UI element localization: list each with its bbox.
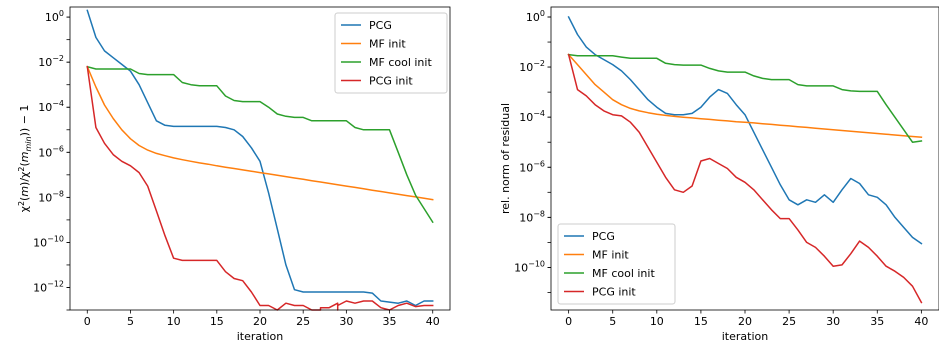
y-tick-label: 100 xyxy=(526,9,545,24)
legend-label: MF cool init xyxy=(369,56,432,69)
x-tick-label: 0 xyxy=(565,315,572,328)
legend-label: MF cool init xyxy=(592,267,655,280)
series-line-pcg-init xyxy=(567,53,923,304)
y-tick-label: 10−10 xyxy=(33,234,64,249)
y-tick-label: 10−12 xyxy=(33,279,64,294)
series-line-pcg xyxy=(567,15,923,245)
x-tick-label: 20 xyxy=(738,315,752,328)
x-tick-label: 25 xyxy=(782,315,796,328)
y-tick-label: 100 xyxy=(45,9,64,24)
legend: PCG MF init MF cool init PCG init xyxy=(334,12,448,94)
x-tick-label: 0 xyxy=(84,315,91,328)
x-tick-label: 40 xyxy=(914,315,928,328)
legend-box xyxy=(334,12,448,94)
legend-label: PCG xyxy=(592,230,615,243)
chart-panel-2: 0 5 10 15 20 25 30 35 40 10−10 10−8 10−6 10−4 10−2 100… xyxy=(499,6,939,343)
x-tick-label: 35 xyxy=(383,315,397,328)
y-tick-label: 10−8 xyxy=(519,209,545,224)
y-axis-label: rel. norm of residual xyxy=(499,103,512,214)
x-tick-label: 30 xyxy=(339,315,353,328)
series-line-pcg xyxy=(86,9,434,307)
y-tick-label: 10−6 xyxy=(519,159,545,174)
x-tick-label: 20 xyxy=(253,315,267,328)
series-line-mf-init xyxy=(567,53,923,139)
series-line-mf-cool-init xyxy=(567,53,923,143)
x-tick-label: 10 xyxy=(650,315,664,328)
x-axis-label: iteration xyxy=(237,330,283,343)
x-tick-label: 35 xyxy=(870,315,884,328)
y-tick-label: 10−4 xyxy=(38,99,64,114)
legend-box xyxy=(557,223,676,305)
series-line-mf-cool-init xyxy=(86,65,434,224)
legend-label: MF init xyxy=(369,38,406,51)
y-tick-label: 10−2 xyxy=(38,54,64,69)
series-line-mf-init xyxy=(86,65,434,201)
y-tick-label: 10−10 xyxy=(514,259,545,274)
y-tick-label: 10−8 xyxy=(38,189,64,204)
legend-label: PCG init xyxy=(369,75,413,88)
series-line-pcg-init xyxy=(86,65,434,311)
x-axis-label: iteration xyxy=(722,330,768,343)
x-tick-label: 15 xyxy=(694,315,708,328)
x-tick-label: 15 xyxy=(210,315,224,328)
x-tick-label: 5 xyxy=(127,315,134,328)
x-tick-label: 10 xyxy=(167,315,181,328)
x-tick-label: 30 xyxy=(826,315,840,328)
legend-label: PCG xyxy=(369,19,392,32)
legend-label: MF init xyxy=(592,249,629,262)
x-tick-label: 25 xyxy=(296,315,310,328)
x-tick-label: 40 xyxy=(426,315,440,328)
chart-panel-1: 0 5 10 15 20 25 30 35 40 10−12 10−10 10−8 10−6 10−4 10… xyxy=(17,6,451,343)
legend-label: PCG init xyxy=(592,286,636,299)
y-tick-label: 10−4 xyxy=(519,109,545,124)
legend: PCG MF init MF cool init PCG init xyxy=(557,223,676,305)
y-axis-label: χ2(m)/χ2(mmin)) − 1 xyxy=(17,105,33,213)
x-tick-label: 5 xyxy=(609,315,616,328)
y-tick-label: 10−2 xyxy=(519,59,545,74)
y-tick-label: 10−6 xyxy=(38,144,64,159)
